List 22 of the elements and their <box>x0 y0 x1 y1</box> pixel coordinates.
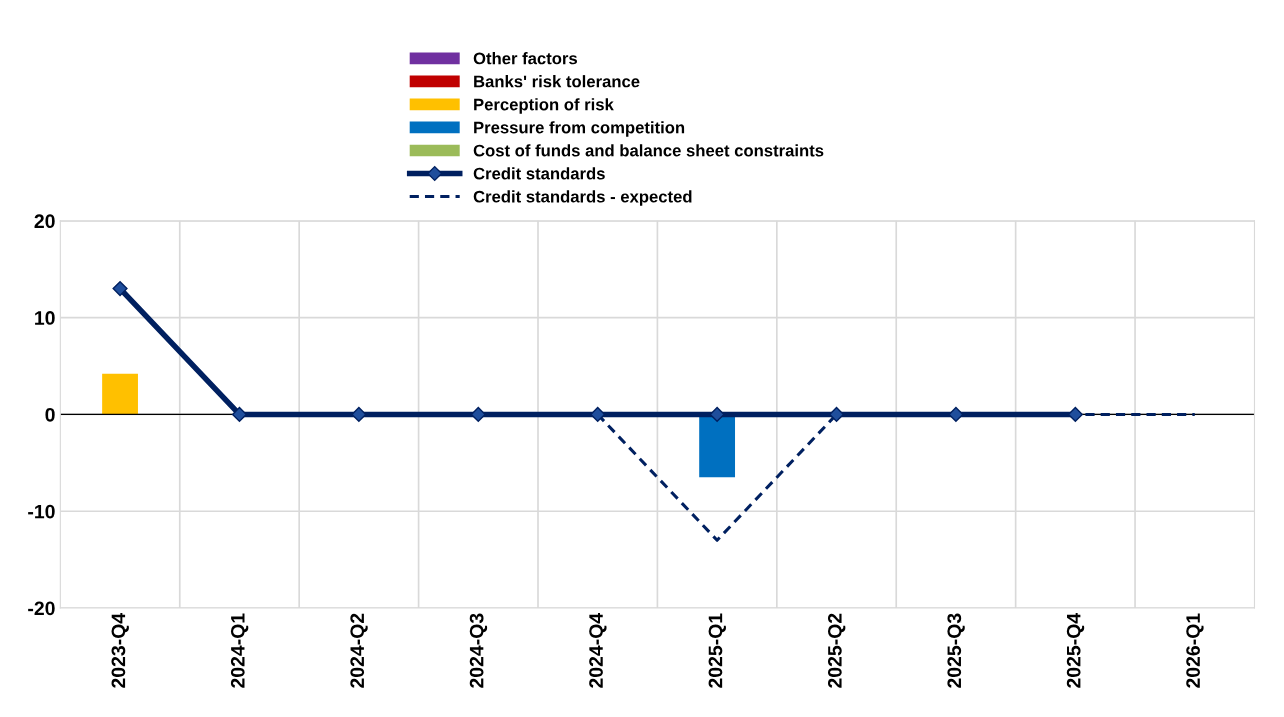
legend-label: Other factors <box>473 52 578 65</box>
x-tick-label: 2024-Q1 <box>230 613 249 688</box>
x-tick-label: 2025-Q2 <box>827 613 846 688</box>
y-tick-label: 10 <box>35 311 55 325</box>
y-tick-label: -10 <box>28 504 55 519</box>
legend-label: Cost of funds and balance sheet constraints <box>473 144 824 157</box>
y-tick-label: -20 <box>28 601 55 616</box>
x-tick-label: 2024-Q4 <box>589 612 607 688</box>
y-tick-label: 20 <box>34 214 55 229</box>
legend-label: Perception of risk <box>474 98 614 114</box>
x-tick-label: 2024-Q3 <box>469 613 488 688</box>
x-tick-label: 2024-Q2 <box>350 613 368 688</box>
legend-label: Pressure from competition <box>474 121 685 137</box>
x-tick-label: 2026-Q1 <box>1186 613 1204 688</box>
x-tick-label: 2023-Q4 <box>111 612 129 688</box>
x-tick-label: 2025-Q1 <box>708 613 726 688</box>
x-tick-label: 2025-Q4 <box>1066 612 1085 688</box>
y-tick-label: 0 <box>45 407 55 422</box>
legend-label: Banks' risk tolerance <box>474 75 640 88</box>
legend-label: Credit standards - expected <box>473 190 692 206</box>
x-tick-label: 2025-Q3 <box>947 613 965 688</box>
legend-label: Credit standards <box>473 167 605 180</box>
